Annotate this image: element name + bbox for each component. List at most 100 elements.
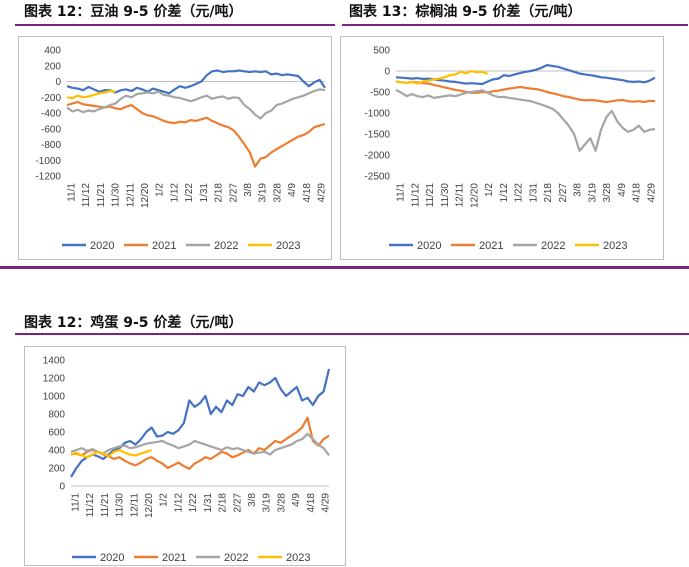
- series-line-2020: [70, 368, 331, 478]
- legend-label: 2021: [152, 240, 176, 252]
- y-tick-label: -200: [41, 93, 61, 104]
- x-tick-label: 3/19: [258, 183, 269, 203]
- x-tick-label: 12/20: [469, 183, 480, 208]
- x-tick-label: 11/30: [111, 183, 122, 208]
- x-tick-label: 12/20: [140, 183, 151, 208]
- series-line-2022: [70, 432, 330, 457]
- legend-label: 2020: [90, 240, 114, 252]
- x-tick-label: 1/12: [173, 493, 184, 513]
- x-tick-label: 1/22: [184, 183, 195, 203]
- x-tick-label: 3/28: [276, 493, 287, 513]
- y-tick-label: -400: [41, 109, 61, 120]
- x-tick-label: 2/18: [218, 493, 229, 513]
- series-line-2022: [66, 88, 326, 120]
- y-tick-label: 1400: [43, 356, 66, 367]
- series-line-2022: [395, 88, 656, 152]
- chart-title: 图表 12：鸡蛋 9-5 价差（元/吨）: [24, 315, 243, 331]
- series-line-2021: [70, 416, 330, 471]
- series-line-2023: [66, 89, 116, 100]
- x-tick-label: 11/12: [410, 183, 421, 208]
- x-tick-label: 1/2: [159, 493, 170, 507]
- x-tick-label: 4/29: [647, 183, 658, 203]
- x-tick-label: 4/29: [321, 493, 332, 513]
- y-tick-label: -1500: [364, 130, 390, 141]
- x-tick-label: 2/18: [214, 183, 225, 203]
- y-tick-label: 400: [44, 46, 61, 57]
- series-line-2021: [66, 100, 326, 168]
- x-tick-label: 1/31: [528, 183, 539, 203]
- chart-panel: 1400 1200 1000 800 600 400 200 0 11/1 11/12 11/21 1…: [24, 346, 346, 566]
- y-tick-label: 1000: [43, 392, 66, 403]
- legend-label: 2023: [603, 240, 627, 252]
- x-tick-label: 4/9: [291, 493, 302, 507]
- x-tick-label: 11/21: [96, 183, 107, 208]
- x-tick-label: 1/22: [188, 493, 199, 513]
- x-tick-label: 12/11: [455, 183, 466, 208]
- x-tick-label: 12/11: [129, 493, 140, 518]
- x-tick-label: 4/9: [617, 183, 628, 197]
- chart-title: 图表 13：棕榈油 9-5 价差（元/吨）: [349, 4, 582, 20]
- x-tick-label: 3/19: [262, 493, 273, 513]
- x-tick-label: 4/9: [287, 183, 298, 197]
- x-tick-label: 1/12: [169, 183, 180, 203]
- chart-panel: 400 200 0 -200 -400 -600 -800 -1000 -1200 11/1 11/…: [18, 36, 332, 260]
- title-rule: [15, 24, 335, 26]
- x-tick-label: 12/11: [125, 183, 136, 208]
- x-tick-label: 4/18: [302, 183, 313, 203]
- x-tick-label: 11/12: [81, 183, 92, 208]
- chart-title: 图表 12：豆油 9-5 价差（元/吨）: [24, 4, 243, 20]
- y-tick-label: 500: [373, 46, 390, 57]
- x-tick-label: 11/1: [396, 183, 407, 202]
- y-tick-label: 0: [384, 67, 390, 78]
- x-tick-label: 12/20: [144, 493, 155, 518]
- x-tick-label: 11/1: [67, 183, 78, 202]
- section-divider: [0, 266, 689, 269]
- series-line-2020: [395, 64, 656, 86]
- x-tick-label: 2/27: [558, 183, 569, 203]
- y-tick-label: -800: [41, 140, 61, 151]
- series-line-2023: [70, 448, 152, 459]
- x-tick-label: 1/22: [514, 183, 525, 203]
- x-tick-label: 11/12: [85, 493, 96, 518]
- legend-label: 2023: [286, 552, 310, 564]
- legend-label: 2020: [417, 240, 441, 252]
- x-tick-label: 2/27: [232, 493, 243, 513]
- y-tick-label: -500: [370, 88, 390, 99]
- x-tick-label: 11/21: [425, 183, 436, 208]
- y-tick-label: -1000: [35, 156, 61, 167]
- legend-label: 2023: [276, 240, 300, 252]
- x-tick-label: 1/31: [203, 493, 214, 513]
- x-tick-label: 3/8: [573, 183, 584, 197]
- title-rule: [342, 24, 688, 26]
- legend-label: 2021: [162, 552, 186, 564]
- y-tick-label: 800: [48, 410, 65, 421]
- x-tick-label: 3/8: [247, 493, 258, 507]
- x-tick-label: 11/21: [100, 493, 111, 518]
- x-tick-label: 4/18: [632, 183, 643, 203]
- x-tick-label: 3/28: [272, 183, 283, 203]
- x-tick-label: 11/1: [71, 493, 82, 512]
- legend-label: 2021: [479, 240, 503, 252]
- legend-label: 2022: [541, 240, 565, 252]
- x-tick-label: 1/2: [155, 183, 166, 197]
- x-tick-label: 3/28: [602, 183, 613, 203]
- y-tick-label: 0: [55, 77, 61, 88]
- x-tick-label: 3/8: [243, 183, 254, 197]
- y-tick-label: 400: [48, 446, 65, 457]
- y-tick-label: -1200: [35, 172, 61, 183]
- chart-panel: 500 0 -500 -1000 -1500 -2000 -2500 11/1 11/12 11/…: [340, 36, 664, 260]
- x-tick-label: 2/18: [543, 183, 554, 203]
- x-tick-label: 11/30: [440, 183, 451, 208]
- title-rule: [15, 333, 689, 335]
- y-tick-label: -2500: [364, 172, 390, 183]
- x-tick-label: 1/2: [484, 183, 495, 197]
- x-tick-label: 4/29: [317, 183, 328, 203]
- chart-svg: 500 0 -500 -1000 -1500 -2000 -2500 11/1 11/12 11/…: [364, 46, 658, 253]
- x-tick-label: 4/18: [306, 493, 317, 513]
- legend-label: 2020: [100, 552, 124, 564]
- chart-svg: 1400 1200 1000 800 600 400 200 0 11/1 11/12 11/21 1…: [43, 356, 332, 565]
- x-tick-label: 11/30: [115, 493, 126, 518]
- y-tick-label: 1200: [43, 374, 66, 385]
- x-tick-label: 1/31: [199, 183, 210, 203]
